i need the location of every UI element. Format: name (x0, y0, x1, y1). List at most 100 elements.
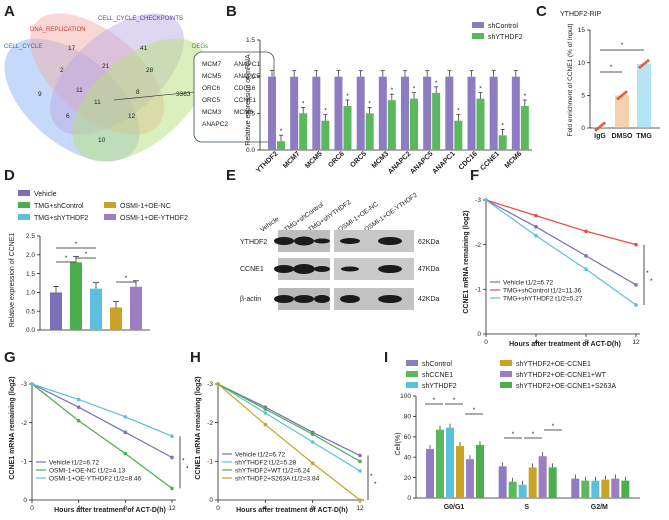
chart-d-ytick-label: 0.0 (26, 327, 35, 334)
chart-b-ytick-label: 1.0 (246, 74, 255, 81)
chart-h-ylabel: CCNE1 mRNA remaining (log2) (195, 376, 202, 479)
significance-mark: * (610, 64, 613, 71)
chart-f-data-point (484, 198, 488, 202)
chart-g-ytick-label: 0 (23, 497, 27, 504)
panel-label-e: E (226, 167, 236, 184)
chart-g-ylabel: CCNE1 mRNA remaining (log2) (9, 376, 16, 479)
band (378, 295, 402, 303)
bar-shcontrol (378, 76, 387, 150)
venn-count: 9 (38, 91, 42, 98)
panel-label-b: B (226, 3, 237, 20)
data-point (616, 97, 620, 101)
chart-g-data-point (76, 397, 81, 402)
blot-row-ythdf2: YTHDF2 (240, 239, 267, 246)
chart-b-category-label: MCM6 (504, 150, 524, 170)
bar-shythdf2 (410, 98, 418, 150)
chart-h-ytick-label: -1 (207, 459, 213, 466)
bar-shcontrol (511, 76, 520, 150)
chart-f-data-point (584, 254, 588, 258)
gene-name: MCM5 (202, 73, 222, 80)
chart-d-ytick-label: 1.5 (26, 271, 35, 278)
legend-label: shYTHDF2+OE-CCNE1+WT (516, 372, 607, 379)
blot-membrane (334, 258, 414, 280)
gene-name: MCM3 (202, 109, 222, 116)
bar-i-series-0 (498, 466, 507, 498)
chart-h: CCNE1 mRNA remaining (log2) Hours after … (195, 376, 348, 514)
significance-mark: * (370, 473, 373, 480)
data-point (602, 121, 606, 125)
venn-label-degs: DEGs (192, 44, 208, 50)
chart-b-ytick-label: 0.5 (246, 111, 255, 118)
bar-shythdf2 (299, 113, 308, 150)
bar-i-series-0 (571, 478, 580, 498)
chart-i-category-label: G0/G1 (444, 504, 465, 511)
chart-h-data-point (358, 453, 362, 458)
bar-shythdf2 (321, 120, 330, 150)
chart-d: Vehicle TMG+shControl TMG+shYTHDF2 OSMI-… (9, 190, 188, 327)
venn-count: 3363 (176, 91, 191, 98)
significance-mark: * (435, 80, 438, 87)
bar-i-series-3 (456, 445, 464, 498)
significance-mark: * (479, 86, 482, 93)
significance-mark: * (524, 93, 527, 100)
chart-i-ytick-label: 80 (404, 414, 412, 421)
band (274, 237, 294, 245)
data-point (624, 90, 628, 94)
chart-g-data-point (123, 430, 128, 435)
chart-f: CCNE1 mRNA remaining (log2) Hours after … (463, 210, 621, 348)
significance-mark: * (433, 397, 436, 404)
bar-shcontrol (467, 76, 476, 150)
chart-g-xtick-label: 4 (77, 505, 81, 512)
legend-label-tmg-shythdf2: TMG+shYTHDF2 (34, 215, 88, 222)
bar-shcontrol (334, 76, 343, 150)
chart-c-category-label: IgG (594, 133, 606, 140)
chart-c-category-label: DMSO (612, 133, 634, 140)
chart-f-ytick-label: 0 (477, 331, 481, 338)
venn-callout-line (113, 91, 195, 101)
venn-label-cell-cycle: CELL_CYCLE (4, 44, 42, 50)
band (378, 265, 402, 273)
legend-label-shythdf2: shYTHDF2 (488, 34, 523, 41)
bar-shythdf2 (498, 135, 507, 150)
bar-shythdf2 (277, 141, 285, 150)
band (341, 266, 359, 272)
band (274, 295, 294, 303)
blot-col-tmg-shcontrol: TMG+shControl (283, 201, 325, 233)
bar-shcontrol (356, 76, 365, 150)
chart-f-ytick-label: -3 (475, 197, 481, 204)
chart-g: CCNE1 mRNA remaining (log2) Hours after … (9, 376, 166, 514)
legend-swatch-shythdf2 (472, 33, 484, 39)
gene-name: ORC6 (202, 85, 220, 92)
data-point (646, 59, 650, 63)
gene-name: ANAPC1 (234, 61, 260, 68)
chart-i-ytick-label: 100 (400, 393, 411, 400)
chart-d-ytick-label: 0.5 (26, 308, 35, 315)
chart-d-ytick-label: 1.0 (26, 290, 35, 297)
legend-swatch (500, 371, 512, 377)
gene-name: ANAPC2 (202, 121, 228, 128)
chart-h-series-line (217, 383, 361, 462)
chart-f-xtick-label: 12 (632, 339, 640, 346)
bar-i-series-4 (538, 456, 547, 498)
data-point (644, 60, 648, 64)
chart-h-xtick-label: 12 (356, 505, 364, 512)
legend-swatch (406, 371, 418, 377)
bar-shcontrol (312, 76, 321, 150)
bar-d-4 (130, 286, 142, 330)
chart-c-ytick-label: 5 (581, 93, 585, 100)
band (378, 237, 402, 245)
blot-row-ccne1: CCNE1 (240, 266, 264, 273)
chart-d-ytick-label: 2.5 (26, 233, 35, 240)
chart-g-series-line (31, 383, 173, 489)
chart-f-legend-label: TMG+shControl t1/2=11.36 (503, 288, 582, 295)
chart-i-ytick-label: 60 (404, 434, 412, 441)
chart-b-category-label: MCM7 (282, 150, 302, 170)
chart-f-data-point (634, 242, 638, 247)
significance-mark: * (453, 397, 456, 404)
chart-h-legend-label: shYTHDF2 t1/2=5.28 (235, 460, 297, 467)
bar-d-0 (50, 292, 62, 330)
panel-label-d: D (4, 167, 15, 184)
panel-label-a: A (4, 3, 15, 20)
significance-mark: * (374, 481, 377, 488)
